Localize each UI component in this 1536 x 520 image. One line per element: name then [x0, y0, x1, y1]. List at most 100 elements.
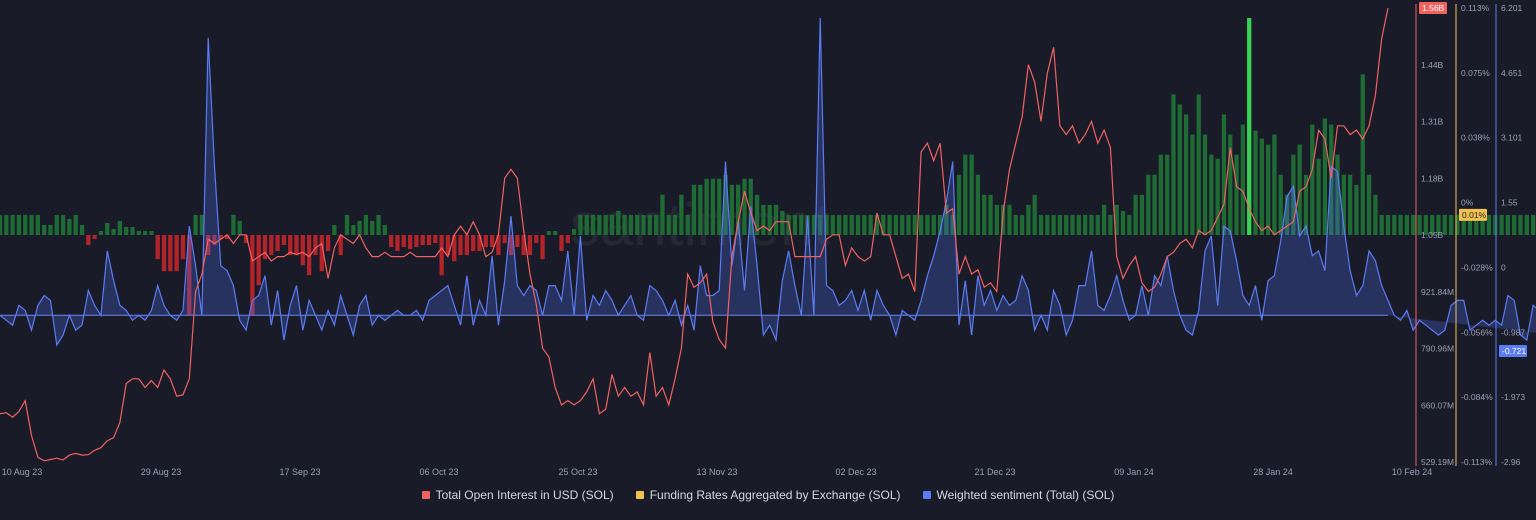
funding-rate-bar: [1152, 174, 1157, 235]
funding-rate-bar: [1411, 214, 1416, 235]
funding-rate-bar: [187, 235, 192, 316]
funding-rate-bar: [489, 235, 495, 248]
funding-rate-bar: [224, 235, 230, 240]
funding-rate-bar: [830, 214, 835, 235]
funding-rate-bar: [48, 224, 53, 235]
funding-rate-bar: [1114, 204, 1119, 235]
funding-rate-bar: [994, 204, 999, 235]
x-tick-label: 10 Feb 24: [1392, 467, 1433, 477]
sentiment-value-tag: [1499, 345, 1527, 358]
funding-rate-bar: [654, 214, 659, 235]
funding-rate-bar: [124, 226, 129, 235]
funding-rate-bar: [1007, 204, 1012, 235]
funding-rate-bar: [16, 214, 22, 235]
funding-rate-bar: [1448, 214, 1454, 235]
funding-rate-bar: [559, 235, 564, 252]
funding-rate-bar: [79, 224, 85, 235]
funding-rate-bar: [944, 204, 949, 235]
funding-rate-bar: [313, 235, 318, 256]
funding-rate-bar: [1354, 184, 1359, 235]
funding-rate-bar: [212, 235, 217, 246]
funding-rate-bar: [792, 214, 798, 235]
funding-rate-bar: [893, 214, 899, 235]
funding-rate-bar: [1265, 144, 1271, 235]
funding-rate-bar: [1310, 124, 1315, 235]
funding-rate-bar: [1045, 214, 1050, 235]
funding-rate-bar: [193, 214, 198, 235]
funding_rate-tick-label: -0.028%: [1461, 262, 1493, 272]
funding-rate-bar: [540, 235, 545, 260]
funding-rate-bar: [736, 184, 741, 235]
legend-label-funding-rate: Funding Rates Aggregated by Exchange (SO…: [649, 488, 901, 502]
funding-rate-bar: [111, 228, 116, 235]
open_interest-tick-label: 921.84M: [1421, 287, 1454, 297]
funding-rate-bar: [73, 214, 78, 235]
funding-rate-bar: [1202, 134, 1208, 235]
funding-rate-bar: [931, 214, 936, 235]
funding-rate-bar: [710, 178, 716, 235]
funding-rate-bar: [887, 214, 892, 235]
open-interest-line: [0, 7, 1389, 462]
open_interest-tick-label: 660.07M: [1421, 400, 1454, 410]
funding-rate-bar: [1215, 158, 1220, 235]
funding-rate-bar: [420, 235, 425, 246]
funding-rate-bar: [969, 154, 974, 235]
funding-rate-bar: [1026, 204, 1031, 235]
funding-rate-bar: [1524, 214, 1529, 235]
funding-rate-bar: [1480, 214, 1485, 235]
funding-rate-bar: [1474, 214, 1479, 235]
sentiment-tick-label: 0: [1501, 262, 1506, 272]
legend-swatch-funding-rate: [635, 491, 644, 499]
funding-rate-bar: [527, 235, 533, 256]
funding-rate-bar: [92, 235, 97, 240]
funding-rate-bar: [515, 235, 520, 248]
x-tick-label: 13 Nov 23: [696, 467, 737, 477]
sentiment-tick-label: -2.96: [1501, 457, 1521, 467]
funding-rate-bar: [1322, 118, 1328, 235]
funding-rate-bar: [269, 235, 274, 256]
funding-rate-bar: [900, 214, 905, 235]
funding-rate-bar: [54, 214, 59, 235]
funding-rate-bar: [376, 214, 381, 235]
funding-rate-bar: [1499, 214, 1504, 235]
legend-swatch-open-interest: [421, 491, 430, 499]
sentiment-line: [0, 17, 1536, 347]
open-interest-series: [0, 7, 1389, 462]
funding-rate-bar: [679, 194, 684, 235]
open_interest-tick-label: 1.05B: [1421, 230, 1444, 240]
funding-rate-bar: [1070, 214, 1075, 235]
chart-svg: santiment 529.19M660.07M790.96M921.84M1.…: [0, 2, 1536, 477]
funding-rate-bar: [956, 174, 962, 235]
funding-rate-bar: [1228, 134, 1233, 235]
funding-rate-bar: [288, 235, 293, 256]
legend-item-sentiment[interactable]: Weighted sentiment (Total) (SOL): [922, 488, 1114, 502]
funding-rate-bar: [925, 214, 930, 235]
funding-rate-bar: [426, 235, 432, 246]
funding-rate-bar: [98, 230, 104, 235]
x-tick-label: 10 Aug 23: [2, 467, 43, 477]
funding-rate-bar: [1417, 214, 1422, 235]
funding-rate-bar: [256, 235, 261, 286]
funding-rate-bar: [149, 230, 154, 235]
funding-rate-bar: [262, 235, 268, 260]
funding-rate-bar: [521, 235, 526, 256]
funding_rate-tick-label: 0.038%: [1461, 133, 1490, 143]
legend: Total Open Interest in USD (SOL) Funding…: [0, 488, 1536, 502]
funding-rate-bar: [1467, 214, 1473, 235]
funding-rate-bar: [1139, 194, 1145, 235]
funding-rate-bar: [1512, 214, 1517, 235]
funding-rate-bar: [0, 214, 3, 235]
funding-rate-bar: [1064, 214, 1069, 235]
funding-rate-bar: [950, 214, 955, 235]
funding-rate-bar: [874, 214, 880, 235]
funding-rate-bar: [818, 214, 823, 235]
legend-item-funding-rate[interactable]: Funding Rates Aggregated by Exchange (SO…: [635, 488, 901, 502]
open_interest-value-tag: [1419, 2, 1447, 14]
funding-rate-bar: [332, 224, 337, 235]
funding-rate-bar: [433, 235, 438, 244]
sentiment-tick-label: 4.651: [1501, 68, 1523, 78]
open_interest-tick-label: 1.18B: [1421, 173, 1444, 183]
legend-item-open-interest[interactable]: Total Open Interest in USD (SOL): [421, 488, 614, 502]
funding-rate-bar: [1253, 130, 1258, 235]
funding-rate-bar: [1133, 194, 1138, 235]
